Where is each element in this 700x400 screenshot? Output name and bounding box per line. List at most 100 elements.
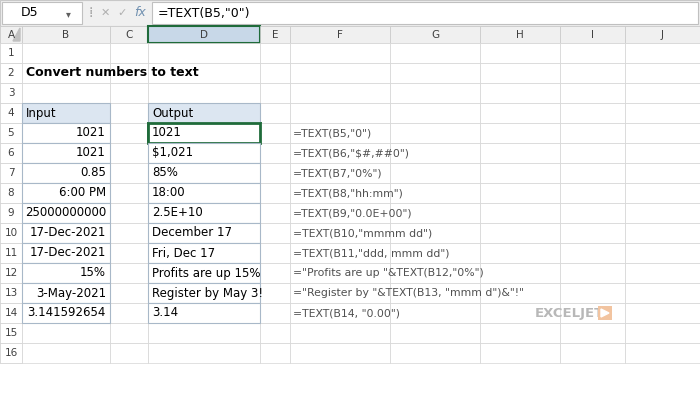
Text: A: A bbox=[8, 30, 15, 40]
Bar bbox=[22, 203, 110, 223]
Text: ✓: ✓ bbox=[118, 8, 127, 18]
Text: =TEXT(B9,"0.0E+00"): =TEXT(B9,"0.0E+00") bbox=[293, 208, 412, 218]
Bar bbox=[260, 283, 290, 303]
Text: 6:00 PM: 6:00 PM bbox=[59, 186, 106, 200]
Bar bbox=[480, 343, 560, 363]
Text: December 17: December 17 bbox=[152, 226, 232, 240]
Text: Fri, Dec 17: Fri, Dec 17 bbox=[152, 246, 215, 260]
Bar bbox=[480, 26, 560, 43]
Bar bbox=[480, 63, 560, 83]
Bar bbox=[560, 43, 625, 63]
Bar bbox=[480, 323, 560, 343]
Bar bbox=[625, 223, 700, 243]
Bar bbox=[625, 103, 700, 123]
Bar bbox=[625, 163, 700, 183]
Bar bbox=[260, 223, 290, 243]
Bar bbox=[390, 303, 480, 323]
Bar bbox=[22, 283, 110, 303]
Bar bbox=[148, 163, 260, 183]
Text: 1021: 1021 bbox=[76, 126, 106, 140]
Bar bbox=[148, 263, 260, 283]
Bar bbox=[148, 203, 260, 223]
Bar bbox=[110, 83, 148, 103]
Text: 0.85: 0.85 bbox=[80, 166, 106, 180]
Bar bbox=[290, 183, 390, 203]
Text: EXCELJET: EXCELJET bbox=[535, 306, 604, 320]
Bar bbox=[560, 163, 625, 183]
Polygon shape bbox=[601, 309, 609, 317]
Bar bbox=[148, 283, 260, 303]
Bar bbox=[260, 83, 290, 103]
Bar bbox=[148, 183, 260, 203]
Bar bbox=[290, 123, 390, 143]
Bar bbox=[148, 283, 260, 303]
Bar bbox=[0, 63, 22, 83]
Bar bbox=[148, 323, 260, 343]
Bar bbox=[390, 103, 480, 123]
Bar bbox=[290, 343, 390, 363]
Text: Input: Input bbox=[26, 106, 57, 120]
Text: =TEXT(B8,"hh:mm"): =TEXT(B8,"hh:mm") bbox=[293, 188, 404, 198]
Text: Profits are up 15%: Profits are up 15% bbox=[152, 266, 260, 280]
Bar bbox=[22, 123, 110, 143]
Bar bbox=[260, 183, 290, 203]
Bar bbox=[2, 2, 82, 24]
Text: 16: 16 bbox=[4, 348, 18, 358]
Bar bbox=[110, 283, 148, 303]
Bar bbox=[390, 43, 480, 63]
Bar bbox=[625, 123, 700, 143]
Bar bbox=[625, 203, 700, 223]
Bar bbox=[625, 183, 700, 203]
Bar bbox=[390, 163, 480, 183]
Bar bbox=[22, 323, 110, 343]
Bar bbox=[148, 123, 260, 143]
Bar bbox=[290, 263, 390, 283]
Bar bbox=[625, 83, 700, 103]
Bar bbox=[0, 83, 22, 103]
Bar bbox=[390, 83, 480, 103]
Bar bbox=[290, 83, 390, 103]
Bar bbox=[390, 263, 480, 283]
Bar bbox=[0, 83, 22, 103]
Bar bbox=[0, 63, 22, 83]
Bar bbox=[22, 163, 110, 183]
Bar bbox=[0, 303, 22, 323]
Bar bbox=[290, 283, 390, 303]
Text: 9: 9 bbox=[8, 208, 14, 218]
Bar bbox=[148, 303, 260, 323]
Text: ="Register by "&TEXT(B13, "mmm d")&"!": ="Register by "&TEXT(B13, "mmm d")&"!" bbox=[293, 288, 524, 298]
Bar bbox=[110, 163, 148, 183]
Bar bbox=[148, 123, 260, 143]
Bar bbox=[290, 26, 390, 43]
Bar bbox=[625, 63, 700, 83]
Bar bbox=[0, 103, 22, 123]
Bar bbox=[0, 243, 22, 263]
Bar bbox=[390, 223, 480, 243]
Text: =TEXT(B5,"0"): =TEXT(B5,"0") bbox=[158, 6, 251, 20]
Bar bbox=[560, 243, 625, 263]
Polygon shape bbox=[13, 28, 20, 41]
Bar bbox=[0, 223, 22, 243]
Text: B: B bbox=[62, 30, 69, 40]
Bar bbox=[560, 263, 625, 283]
Bar bbox=[148, 183, 260, 203]
Bar bbox=[260, 263, 290, 283]
Text: ="Profits are up "&TEXT(B12,"0%"): ="Profits are up "&TEXT(B12,"0%") bbox=[293, 268, 484, 278]
Text: 12: 12 bbox=[4, 268, 18, 278]
Bar bbox=[560, 283, 625, 303]
Bar bbox=[480, 263, 560, 283]
Bar bbox=[290, 303, 390, 323]
Text: 1021: 1021 bbox=[152, 126, 182, 140]
Bar bbox=[110, 103, 148, 123]
Text: 2: 2 bbox=[8, 68, 14, 78]
Bar bbox=[0, 323, 22, 343]
Bar bbox=[148, 103, 260, 123]
Bar bbox=[480, 243, 560, 263]
Bar bbox=[0, 243, 22, 263]
Text: 2.5E+10: 2.5E+10 bbox=[152, 206, 203, 220]
Bar bbox=[148, 343, 260, 363]
Bar bbox=[480, 203, 560, 223]
Bar bbox=[625, 283, 700, 303]
Bar bbox=[148, 203, 260, 223]
Bar bbox=[110, 323, 148, 343]
